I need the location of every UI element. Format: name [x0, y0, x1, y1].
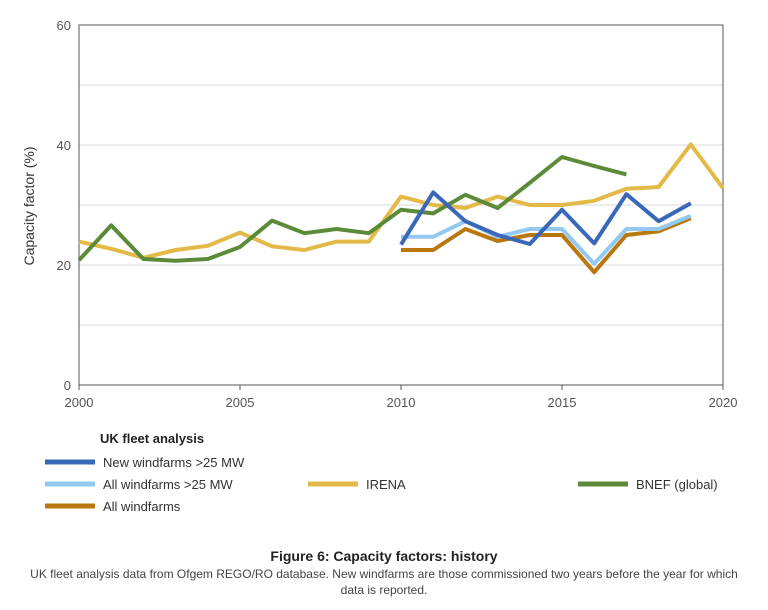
capacity-factor-chart: 0 20 40 60 2000 2005 2010 2015 2020 Capacity fac…	[21, 18, 738, 514]
legend-group-title: UK fleet analysis	[100, 431, 204, 446]
legend-label-1: All windfarms >25 MW	[103, 477, 233, 492]
series-line-1	[401, 213, 692, 266]
legend-label-2: All windfarms	[103, 499, 181, 514]
series-line-0	[399, 190, 692, 246]
x-tick-label: 2020	[709, 395, 738, 410]
x-tick-label: 2000	[65, 395, 94, 410]
grid-lines	[79, 84, 723, 326]
series-line-4	[77, 155, 627, 263]
y-tick-label: 60	[57, 18, 71, 33]
series-line-2	[401, 216, 692, 275]
series-line-3	[78, 142, 725, 260]
legend-label-3: IRENA	[366, 477, 406, 492]
series-lines	[77, 142, 725, 275]
y-tick-label: 0	[64, 378, 71, 393]
caption-note: UK fleet analysis data from Ofgem REGO/R…	[30, 567, 738, 597]
x-tick-label: 2010	[387, 395, 416, 410]
x-tick-label: 2005	[226, 395, 255, 410]
figure-caption: Figure 6: Capacity factors: history UK f…	[20, 548, 748, 598]
caption-title: Figure 6: Capacity factors: history	[270, 548, 498, 564]
x-tick-label: 2015	[548, 395, 577, 410]
y-tick-label: 40	[57, 138, 71, 153]
axis-ticks: 0 20 40 60 2000 2005 2010 2015 2020	[57, 18, 738, 410]
y-tick-label: 20	[57, 258, 71, 273]
legend-label-4: BNEF (global)	[636, 477, 718, 492]
legend: UK fleet analysis New windfarms >25 MW Al…	[45, 431, 718, 514]
y-axis-label: Capacity factor (%)	[21, 146, 37, 265]
legend-label-0: New windfarms >25 MW	[103, 455, 245, 470]
